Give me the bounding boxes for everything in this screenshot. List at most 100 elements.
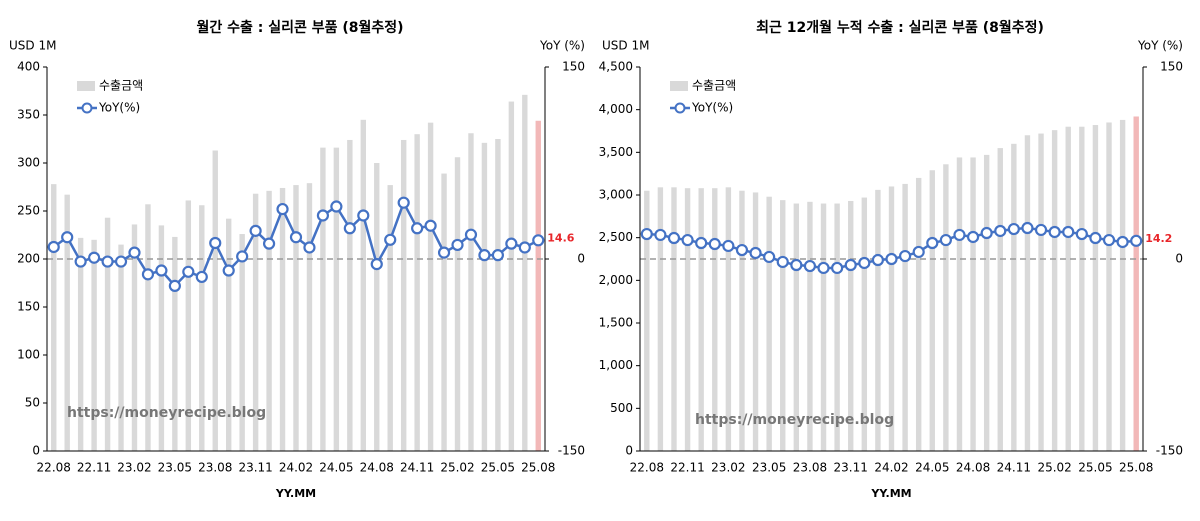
bar (1133, 116, 1139, 451)
bar (983, 154, 990, 452)
bar (888, 186, 895, 451)
y-tick-label: 4,000 (599, 102, 633, 116)
y-tick-label: 150 (17, 300, 40, 314)
x-tick-label: 25.02 (440, 461, 474, 475)
line-marker (708, 237, 721, 251)
y2-tick-label: 0 (577, 252, 585, 266)
x-tick-label: 23.08 (198, 461, 232, 475)
y-tick-label: 250 (17, 204, 40, 218)
legend-label: YoY(%) (691, 101, 733, 115)
bar (684, 188, 691, 451)
y-tick-label: 200 (17, 252, 40, 266)
bar (131, 224, 138, 451)
legend-label: 수출금액 (99, 79, 143, 93)
legend-marker (674, 102, 686, 114)
line-marker (424, 219, 437, 232)
y2-tick-label: 150 (1160, 60, 1183, 74)
line-marker (803, 259, 817, 273)
bar (535, 120, 541, 451)
bar (1106, 122, 1112, 451)
line-marker (357, 209, 370, 222)
bar (1119, 119, 1126, 451)
watermark: https://moneyrecipe.blog (67, 405, 266, 421)
bar (902, 183, 908, 451)
y-tick-label: 3,000 (599, 188, 633, 202)
line-marker (101, 255, 114, 268)
line-marker (47, 240, 60, 254)
line-marker (276, 202, 289, 216)
y2-axis-label: YoY (%) (1137, 39, 1183, 53)
line-marker (749, 246, 762, 260)
line-marker (1034, 223, 1048, 237)
line-marker (817, 261, 830, 275)
bar (104, 217, 111, 451)
line-marker (451, 238, 464, 252)
line-marker (61, 231, 74, 244)
bar (522, 94, 528, 451)
x-tick-label: 22.08 (630, 461, 664, 475)
line-marker (209, 236, 222, 250)
y-tick-label: 0 (625, 444, 633, 458)
y-axis-label: USD 1M (9, 39, 56, 53)
x-tick-label: 23.11 (238, 461, 272, 475)
bar (239, 234, 245, 451)
bar (793, 203, 800, 451)
line-marker (195, 270, 208, 284)
bar (468, 133, 474, 452)
bar (347, 139, 353, 451)
bar (400, 139, 407, 451)
legend-swatch (77, 81, 95, 91)
y-tick-label: 500 (610, 401, 633, 415)
x-tick-label: 23.02 (117, 461, 151, 475)
x-tick-label: 23.11 (834, 461, 868, 475)
bar (780, 200, 786, 451)
bar (1011, 143, 1017, 452)
line-marker (735, 243, 749, 257)
bar (158, 225, 165, 451)
line-marker (370, 258, 383, 271)
line-marker (262, 237, 276, 250)
line-marker (1021, 221, 1034, 235)
bar (698, 188, 704, 451)
y-tick-label: 400 (17, 60, 40, 74)
y-tick-label: 2,000 (599, 273, 633, 287)
line-marker (249, 224, 262, 237)
line-marker (168, 279, 181, 292)
bar (252, 193, 259, 451)
y2-axis-label: YoY (%) (539, 39, 585, 53)
line-marker (330, 200, 343, 213)
line-marker (518, 241, 531, 254)
bar (848, 200, 854, 451)
x-tick-label: 24.02 (279, 461, 313, 475)
legend-label: 수출금액 (692, 79, 736, 93)
bar (943, 164, 949, 451)
line-marker (505, 237, 518, 250)
chart-title: 최근 12개월 누적 수출 : 실리콘 부품 (8월추정) (756, 19, 1044, 36)
chart-title: 월간 수출 : 실리콘 부품 (8월추정) (196, 19, 403, 36)
y-tick-label: 4,500 (599, 60, 633, 74)
bar (387, 185, 393, 451)
x-tick-label: 24.11 (997, 461, 1031, 475)
bar (212, 150, 218, 451)
y-tick-label: 300 (17, 156, 40, 170)
y-tick-label: 100 (17, 348, 40, 362)
line-marker (1116, 235, 1129, 249)
x-tick-label: 25.05 (1078, 461, 1112, 475)
line-marker (640, 227, 653, 241)
bar (481, 142, 488, 451)
line-marker (88, 251, 101, 264)
y2-tick-label: -150 (1156, 444, 1183, 458)
bar (970, 157, 976, 451)
line-marker (182, 265, 195, 278)
line-marker (1075, 227, 1088, 241)
line-marker (303, 241, 316, 254)
x-tick-label: 24.02 (874, 461, 908, 475)
y-tick-label: 3,500 (599, 145, 633, 159)
x-tick-label: 25.05 (481, 461, 515, 475)
x-tick-label: 24.05 (915, 461, 949, 475)
data-label: 14.6 (547, 231, 574, 244)
bar (657, 187, 664, 451)
line-marker (912, 245, 925, 259)
line-marker (681, 233, 694, 247)
